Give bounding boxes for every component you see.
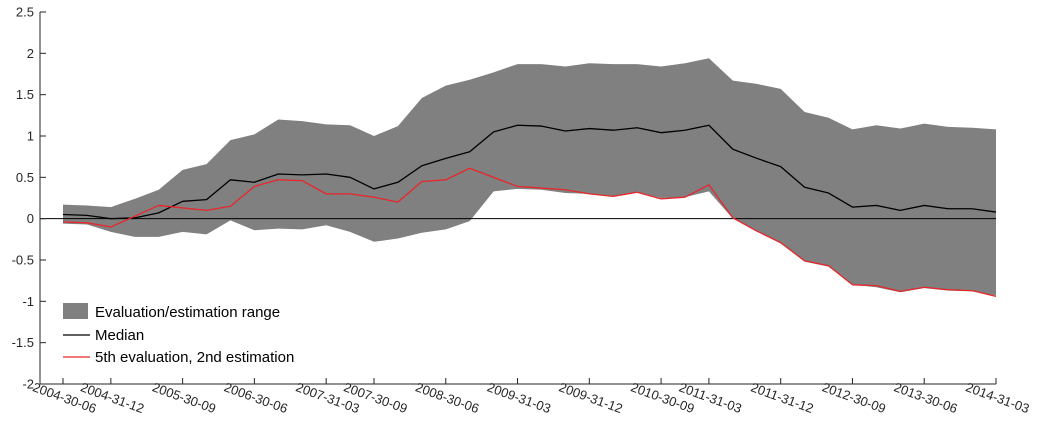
y-tick-label: 0.5	[16, 170, 34, 185]
x-tick-label: 2005-30-09	[150, 379, 218, 416]
legend-median-label: Median	[95, 327, 144, 344]
x-tick-label: 2011-31-12	[749, 380, 816, 417]
y-tick-label: 2	[27, 46, 34, 61]
x-tick-label: 2009-31-12	[557, 379, 625, 416]
x-tick-label: 2012-30-09	[820, 379, 888, 416]
x-tick-label: 2014-31-03	[964, 379, 1032, 416]
y-tick-label: 1.5	[16, 87, 34, 102]
range-band-layer	[63, 58, 996, 295]
legend: Evaluation/estimation range Median 5th e…	[63, 303, 294, 366]
range-band	[63, 58, 996, 295]
x-tick-label: 2013-30-06	[892, 379, 960, 416]
legend-band-swatch	[63, 303, 88, 319]
legend-band-label: Evaluation/estimation range	[95, 304, 280, 321]
y-tick-label: 1	[27, 129, 34, 144]
y-tick-label: -1.5	[12, 335, 34, 350]
x-tick-label: 2008-30-06	[413, 379, 481, 416]
y-tick-label: -1	[22, 294, 34, 309]
legend-eval-label: 5th evaluation, 2nd estimation	[95, 349, 294, 366]
y-tick-label: 0	[27, 211, 34, 226]
y-tick-label: 2.5	[16, 5, 34, 20]
x-tick-label: 2006-30-06	[222, 379, 290, 416]
x-tick-label: 2009-31-03	[485, 379, 553, 416]
y-tick-label: -0.5	[12, 253, 34, 268]
